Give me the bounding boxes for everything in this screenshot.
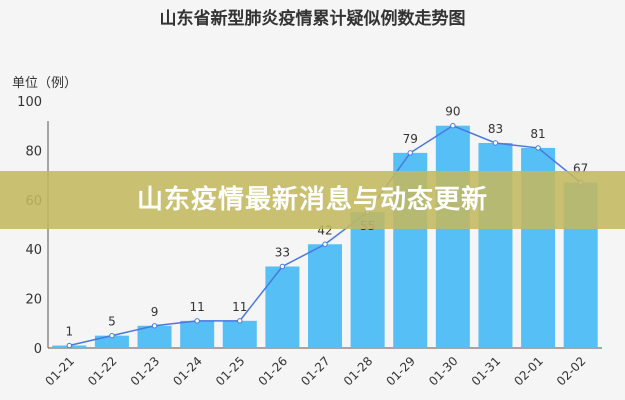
data-label: 90 <box>445 105 460 119</box>
data-label: 11 <box>190 300 205 314</box>
line-marker <box>237 318 243 324</box>
x-tick-label: 01-28 <box>341 354 376 389</box>
data-label: 5 <box>108 315 116 329</box>
line-marker <box>194 318 200 324</box>
x-tick-label: 02-01 <box>511 354 546 389</box>
bar <box>435 125 470 348</box>
x-tick-label: 01-25 <box>213 354 248 389</box>
y-tick-label: 20 <box>25 293 42 308</box>
data-label: 79 <box>403 132 418 146</box>
y-tick-label: 100 <box>17 95 42 110</box>
line-marker <box>66 342 73 349</box>
banner <box>0 171 625 229</box>
y-tick-label: 80 <box>25 144 42 159</box>
line-marker <box>322 241 328 247</box>
x-tick-label: 01-23 <box>128 354 163 389</box>
line-marker <box>279 263 286 270</box>
x-tick-label: 01-27 <box>298 354 333 389</box>
x-tick-label: 01-31 <box>469 354 504 389</box>
data-label: 83 <box>488 122 503 136</box>
chart-title: 山东省新型肺炎疫情累计疑似例数走势图 <box>159 9 466 29</box>
line-marker <box>492 140 499 146</box>
banner-text: 山东疫情最新消息与动态更新 <box>136 185 489 215</box>
line-marker <box>151 323 158 329</box>
x-tick-label: 01-30 <box>426 354 461 389</box>
line-marker <box>535 145 541 151</box>
bar <box>308 244 342 348</box>
x-tick-label: 01-24 <box>170 354 205 389</box>
data-label: 81 <box>530 127 545 141</box>
bar <box>137 325 172 348</box>
bar <box>222 320 257 348</box>
line-marker <box>109 332 115 339</box>
x-tick-label: 01-22 <box>85 354 120 389</box>
data-label: 1 <box>65 325 73 339</box>
bar <box>180 320 215 348</box>
y-axis-label: 单位（例） <box>12 76 78 91</box>
bar <box>350 212 385 348</box>
y-tick-label: 0 <box>34 342 42 357</box>
data-label: 9 <box>151 305 159 319</box>
data-label: 33 <box>275 245 290 259</box>
line-marker <box>407 150 413 156</box>
line-marker <box>450 123 456 129</box>
x-tick-label: 01-21 <box>43 354 78 389</box>
x-tick-label: 02-02 <box>554 354 589 389</box>
bar <box>94 335 129 348</box>
y-tick-label: 40 <box>25 243 42 258</box>
x-tick-label: 01-26 <box>256 354 291 389</box>
x-tick-label: 01-29 <box>383 354 418 389</box>
bar <box>265 266 300 348</box>
data-label: 11 <box>232 300 247 314</box>
